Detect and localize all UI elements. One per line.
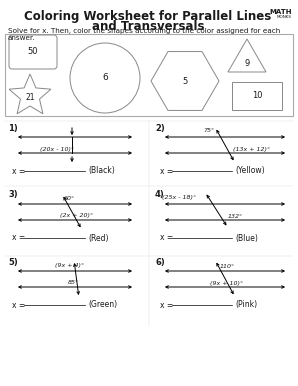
Text: (20x - 10)°: (20x - 10)°: [40, 147, 74, 151]
Text: (Yellow): (Yellow): [235, 166, 265, 176]
Text: 132°: 132°: [228, 213, 243, 218]
Text: 60°: 60°: [64, 195, 75, 200]
Text: x =: x =: [12, 166, 28, 176]
Text: 50: 50: [28, 47, 38, 56]
Text: (Pink): (Pink): [235, 300, 257, 310]
Text: (Red): (Red): [88, 234, 108, 242]
Text: and Transversals: and Transversals: [92, 20, 204, 33]
Text: (25x - 18)°: (25x - 18)°: [162, 195, 196, 200]
Text: 6: 6: [102, 73, 108, 83]
Polygon shape: [151, 52, 219, 110]
Text: x =: x =: [12, 300, 28, 310]
Text: (9x + 10)°: (9x + 10)°: [210, 281, 243, 286]
Text: 1): 1): [8, 124, 18, 132]
Text: x =: x =: [160, 300, 176, 310]
Text: MATH: MATH: [269, 9, 292, 15]
Text: Coloring Worksheet for Parallel Lines: Coloring Worksheet for Parallel Lines: [24, 10, 271, 23]
Text: 2): 2): [155, 124, 165, 132]
Text: MONKS: MONKS: [277, 15, 292, 19]
Text: 110°: 110°: [220, 264, 235, 269]
FancyBboxPatch shape: [5, 34, 293, 116]
Polygon shape: [228, 39, 266, 72]
Text: 9: 9: [244, 59, 250, 68]
Text: (9x + 4)°: (9x + 4)°: [55, 264, 84, 269]
Text: x =: x =: [160, 234, 176, 242]
Polygon shape: [9, 74, 51, 114]
Text: 3): 3): [8, 191, 18, 200]
Text: 4): 4): [155, 191, 165, 200]
FancyBboxPatch shape: [232, 82, 282, 110]
Text: (2x + 20)°: (2x + 20)°: [60, 213, 93, 218]
Text: (Black): (Black): [88, 166, 115, 176]
Text: 85°: 85°: [68, 281, 79, 286]
Text: 75°: 75°: [203, 129, 214, 134]
Text: 5): 5): [8, 257, 18, 266]
Text: (13x + 12)°: (13x + 12)°: [233, 147, 270, 151]
Text: 6): 6): [155, 257, 165, 266]
Text: x =: x =: [160, 166, 176, 176]
Text: x =: x =: [12, 234, 28, 242]
Text: (Blue): (Blue): [235, 234, 258, 242]
Text: (Green): (Green): [88, 300, 117, 310]
Text: 21: 21: [25, 93, 35, 102]
Text: Solve for x. Then, color the shapes according to the color assigned for each ans: Solve for x. Then, color the shapes acco…: [8, 28, 280, 41]
Text: 5: 5: [182, 76, 188, 86]
Circle shape: [70, 43, 140, 113]
Text: 10: 10: [252, 91, 262, 100]
FancyBboxPatch shape: [9, 35, 57, 69]
